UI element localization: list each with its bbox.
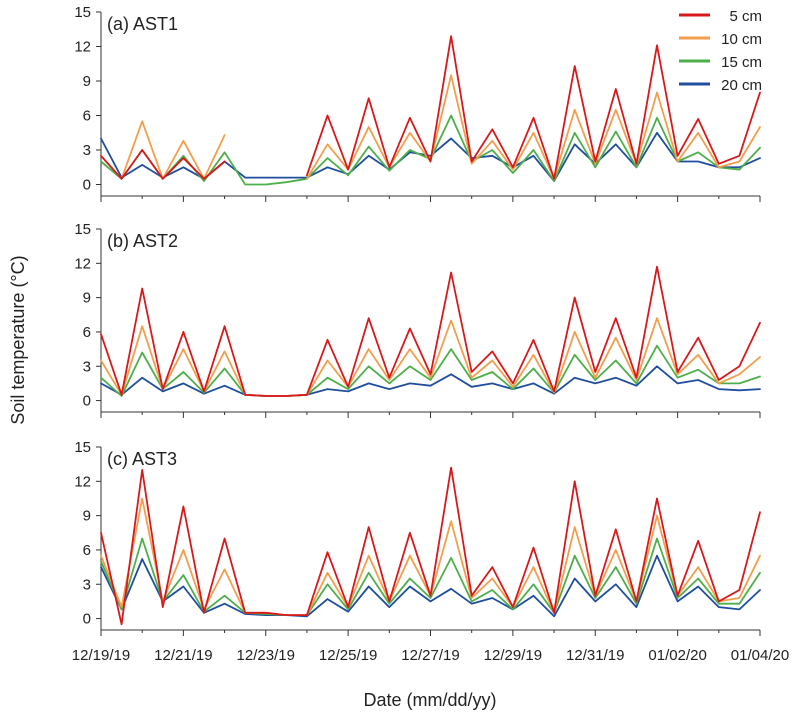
y-tick-label: 15 xyxy=(74,439,91,456)
y-tick-label: 12 xyxy=(74,39,91,56)
y-tick-label: 3 xyxy=(83,142,91,159)
panel-ast1: 0 3 6 9 12 15 (a) AST1 xyxy=(74,4,761,202)
y-tick-label: 3 xyxy=(83,358,91,375)
y-tick-label: 6 xyxy=(83,108,91,125)
x-tick-label: 12/29/19 xyxy=(484,647,542,664)
legend: 5 cm 10 cm 15 cm 20 cm xyxy=(679,8,762,94)
y-tick-label: 12 xyxy=(74,473,91,490)
panel-ast2: 0 3 6 9 12 15 (b) AST2 xyxy=(74,221,761,418)
panel-title: (a) AST1 xyxy=(107,14,178,34)
y-tick-label: 0 xyxy=(83,393,91,410)
x-tick-label: 01/04/20 xyxy=(731,647,789,664)
series-line xyxy=(100,344,761,397)
series-line xyxy=(100,317,761,397)
y-tick-label: 15 xyxy=(74,4,91,21)
x-tick-label: 12/27/19 xyxy=(401,647,459,664)
y-tick-label: 15 xyxy=(74,221,91,238)
legend-label: 20 cm xyxy=(721,77,762,94)
y-tick-label: 9 xyxy=(83,508,91,525)
y-axis-title: Soil temperature (°C) xyxy=(8,255,28,424)
legend-label: 10 cm xyxy=(721,31,762,48)
legend-label: 15 cm xyxy=(721,54,762,71)
series-line xyxy=(100,554,761,618)
y-tick-label: 9 xyxy=(83,290,91,307)
x-axis-title: Date (mm/dd/yy) xyxy=(363,690,496,710)
panel-title: (b) AST2 xyxy=(107,231,178,251)
y-tick-label: 6 xyxy=(83,542,91,559)
legend-label: 5 cm xyxy=(729,8,762,25)
panel-title: (c) AST3 xyxy=(107,449,177,469)
y-tick-label: 6 xyxy=(83,324,91,341)
y-tick-label: 3 xyxy=(83,576,91,593)
x-tick-label: 01/02/20 xyxy=(648,647,706,664)
x-tick-label: 12/25/19 xyxy=(319,647,377,664)
x-tick-label: 12/31/19 xyxy=(566,647,624,664)
x-tick-label: 12/21/19 xyxy=(154,647,212,664)
series-line xyxy=(100,537,761,616)
y-tick-label: 0 xyxy=(83,177,91,194)
x-tick-labels: 12/19/19 12/21/19 12/23/19 12/25/19 12/27/19… xyxy=(72,647,789,664)
y-tick-label: 0 xyxy=(83,611,91,628)
y-tick-label: 12 xyxy=(74,255,91,272)
x-tick-label: 12/19/19 xyxy=(72,647,130,664)
panel-ast3: 0 3 6 9 12 15 (c) AST3 xyxy=(74,439,761,636)
series-line xyxy=(100,365,761,397)
series-line xyxy=(100,265,761,397)
series-line xyxy=(100,466,761,626)
y-tick-label: 9 xyxy=(83,73,91,90)
series-line xyxy=(100,35,761,180)
x-tick-label: 12/23/19 xyxy=(237,647,295,664)
